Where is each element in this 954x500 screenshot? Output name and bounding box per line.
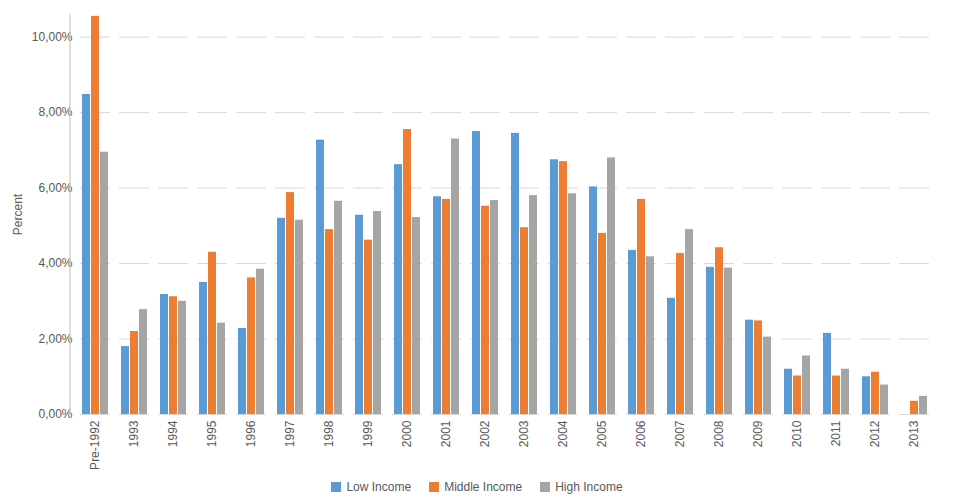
- svg-text:1993: 1993: [127, 420, 141, 447]
- svg-text:1995: 1995: [205, 420, 219, 447]
- svg-text:2009: 2009: [751, 420, 765, 447]
- svg-text:0,00%: 0,00%: [38, 407, 72, 421]
- svg-text:2000: 2000: [400, 420, 414, 447]
- svg-text:2011: 2011: [829, 420, 843, 446]
- svg-text:2008: 2008: [712, 420, 726, 447]
- svg-text:Percent: Percent: [11, 193, 25, 235]
- svg-text:2002: 2002: [478, 420, 492, 447]
- svg-text:1994: 1994: [166, 420, 180, 447]
- svg-text:2003: 2003: [517, 420, 531, 447]
- svg-text:2004: 2004: [556, 420, 570, 447]
- svg-text:8,00%: 8,00%: [38, 105, 72, 119]
- svg-text:1997: 1997: [283, 420, 297, 447]
- html-text:Low Income: Low Income: [346, 480, 412, 494]
- svg-text:4,00%: 4,00%: [38, 256, 72, 270]
- svg-text:2012: 2012: [868, 420, 882, 447]
- svg-text:1999: 1999: [361, 420, 375, 447]
- html-text:High Income: High Income: [555, 480, 623, 494]
- svg-text:2005: 2005: [595, 420, 609, 447]
- svg-text:10,00%: 10,00%: [32, 30, 73, 44]
- svg-text:2010: 2010: [790, 420, 804, 447]
- svg-text:1996: 1996: [244, 420, 258, 447]
- svg-text:2007: 2007: [673, 420, 687, 447]
- svg-text:Pre-1992: Pre-1992: [88, 420, 102, 470]
- svg-text:2013: 2013: [907, 420, 921, 447]
- html-text:Middle Income: Middle Income: [444, 480, 523, 494]
- svg-text:2006: 2006: [634, 420, 648, 447]
- svg-text:2001: 2001: [439, 420, 453, 447]
- svg-text:2,00%: 2,00%: [38, 332, 72, 346]
- svg-text:6,00%: 6,00%: [38, 181, 72, 195]
- svg-text:1998: 1998: [322, 420, 336, 447]
